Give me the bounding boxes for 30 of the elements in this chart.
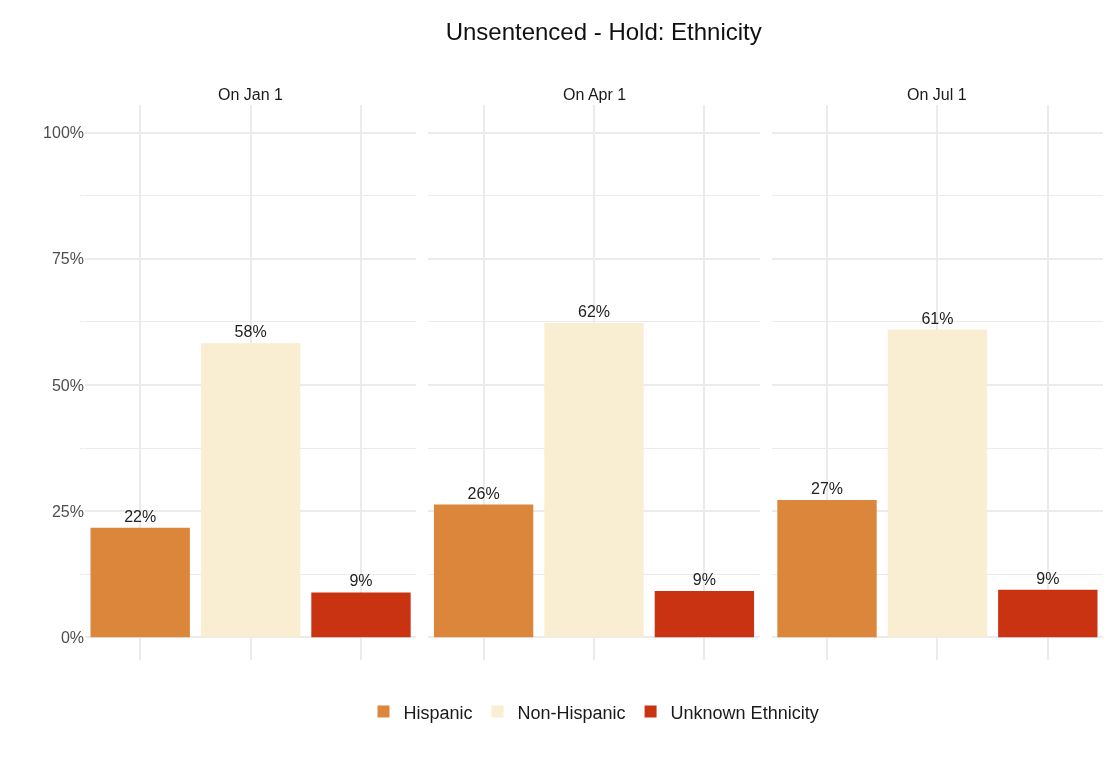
y-tick-label: 75% [51, 250, 84, 268]
y-tick-label: 25% [51, 502, 84, 520]
data-label: 27% [811, 480, 844, 498]
bar [544, 322, 644, 638]
y-tick-label: 50% [51, 376, 84, 394]
bar [200, 343, 301, 638]
y-tick-label: 0% [60, 628, 84, 646]
x-tick-label: On Apr 1 [563, 86, 627, 103]
bar [654, 590, 755, 638]
data-label: 61% [921, 309, 954, 327]
bar [433, 504, 534, 638]
data-label: 9% [692, 570, 716, 588]
data-label: 9% [1036, 569, 1060, 587]
data-label: 22% [124, 507, 157, 525]
bar [90, 527, 190, 638]
data-label: 26% [467, 484, 500, 502]
legend-label: Non-Hispanic [517, 702, 626, 723]
bar [998, 589, 1098, 638]
bar [887, 329, 988, 638]
bar [777, 500, 877, 638]
y-tick-label: 100% [43, 124, 84, 142]
data-label: 9% [349, 572, 373, 590]
legend-label: Unknown Ethnicity [670, 702, 819, 723]
data-label: 62% [577, 302, 611, 320]
bar [311, 592, 411, 638]
chart-title: Unsentenced - Hold: Ethnicity [445, 18, 762, 46]
data-label: 58% [234, 323, 267, 341]
legend-label: Hispanic [403, 702, 473, 723]
x-tick-label: On Jul 1 [907, 86, 967, 103]
x-tick-label: On Jan 1 [218, 86, 284, 103]
